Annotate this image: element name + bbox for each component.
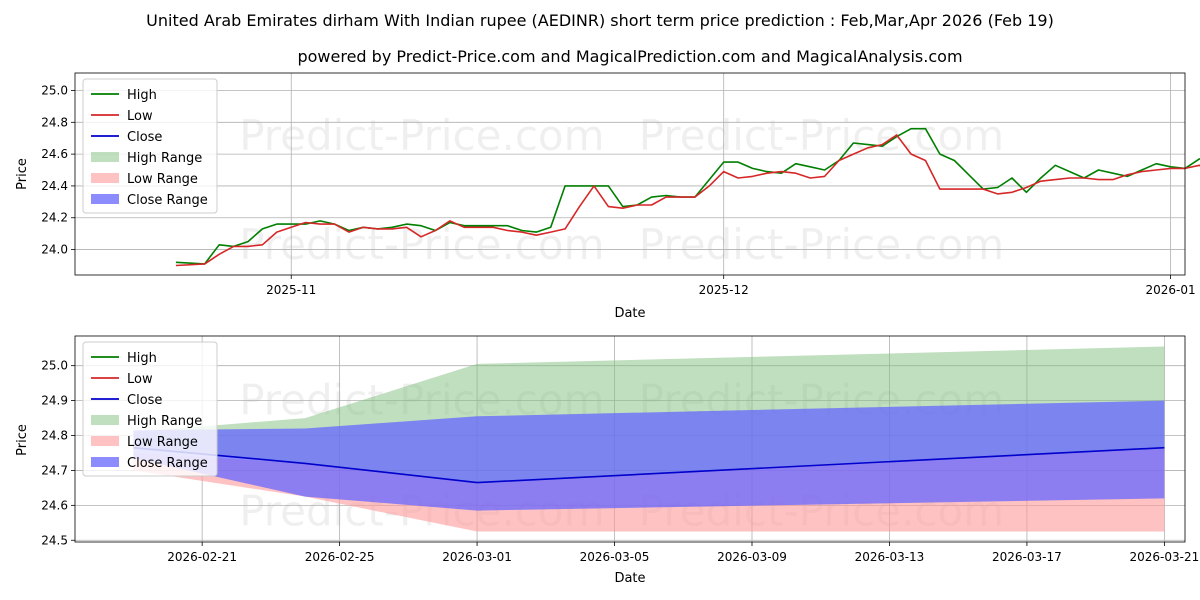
top-legend-label-0: High bbox=[127, 88, 157, 103]
bottom-ytick-label-1: 24.6 bbox=[41, 498, 68, 512]
bottom-legend-swatch-5 bbox=[91, 457, 119, 467]
top-xlabel: Date bbox=[614, 306, 645, 321]
top-legend-swatch-4 bbox=[91, 173, 119, 183]
bottom-close-forecast-line bbox=[133, 446, 1165, 484]
top-legend-label-2: Close bbox=[127, 130, 162, 145]
top-legend-label-4: Low Range bbox=[127, 172, 198, 187]
top-ytick-label-5: 25.0 bbox=[41, 83, 68, 97]
bottom-xtick-label-4: 2026-03-09 bbox=[717, 550, 787, 564]
chart-title-line2: powered by Predict-Price.com and Magical… bbox=[297, 47, 962, 66]
bottom-xtick-label-0: 2026-02-21 bbox=[167, 550, 237, 564]
bottom-close-range-band bbox=[133, 400, 1165, 511]
bottom-xtick-label-3: 2026-03-05 bbox=[580, 550, 650, 564]
bottom-xtick-label-7: 2026-03-21 bbox=[1130, 550, 1200, 564]
top-xtick-label-2: 2026-01 bbox=[1146, 283, 1196, 297]
top-ytick-label-1: 24.2 bbox=[41, 211, 68, 225]
bottom-xtick-label-5: 2026-03-13 bbox=[855, 550, 925, 564]
top-legend-swatch-3 bbox=[91, 152, 119, 162]
bottom-ytick-label-4: 24.9 bbox=[41, 394, 68, 408]
bottom-legend-label-3: High Range bbox=[127, 414, 202, 429]
top-watermark-1: Predict-Price.com bbox=[639, 111, 1004, 160]
top-ytick-label-0: 24.0 bbox=[41, 243, 68, 257]
bottom-ytick-label-0: 24.5 bbox=[41, 533, 68, 547]
top-legend-label-3: High Range bbox=[127, 151, 202, 166]
bottom-panel-forecast: Predict-Price.comPredict-Price.comPredic… bbox=[15, 335, 1200, 586]
bottom-legend-label-5: Close Range bbox=[127, 456, 208, 471]
bottom-legend-label-1: Low bbox=[127, 372, 153, 387]
chart-title-line1: United Arab Emirates dirham With Indian … bbox=[146, 11, 1054, 30]
top-ylabel: Price bbox=[15, 158, 30, 190]
bottom-legend-label-4: Low Range bbox=[127, 435, 198, 450]
top-legend-swatch-5 bbox=[91, 194, 119, 204]
top-xtick-label-0: 2025-11 bbox=[266, 283, 316, 297]
top-ytick-label-3: 24.6 bbox=[41, 147, 68, 161]
top-high-series-line bbox=[175, 127, 1200, 265]
bottom-legend-label-0: High bbox=[127, 351, 157, 366]
top-low-series-line bbox=[175, 134, 1200, 267]
bottom-ytick-label-2: 24.7 bbox=[41, 463, 68, 477]
bottom-xlabel: Date bbox=[614, 571, 645, 586]
top-panel-price-history: Predict-Price.com Predict-Price.com Predic… bbox=[15, 72, 1200, 321]
top-ytick-label-2: 24.4 bbox=[41, 179, 68, 193]
bottom-xtick-label-2: 2026-03-01 bbox=[442, 550, 512, 564]
top-watermark-3: Predict-Price.com bbox=[639, 220, 1004, 269]
bottom-legend-swatch-3 bbox=[91, 415, 119, 425]
bottom-ylabel: Price bbox=[15, 424, 30, 456]
top-legend-label-5: Close Range bbox=[127, 193, 208, 208]
top-axes-frame bbox=[74, 72, 1186, 276]
bottom-ytick-label-5: 25.0 bbox=[41, 359, 68, 373]
bottom-xtick-label-1: 2026-02-25 bbox=[305, 550, 375, 564]
bottom-ytick-label-3: 24.8 bbox=[41, 429, 68, 443]
top-ytick-label-4: 24.8 bbox=[41, 115, 68, 129]
bottom-legend-swatch-4 bbox=[91, 436, 119, 446]
top-xtick-label-1: 2025-12 bbox=[699, 283, 749, 297]
bottom-xtick-label-6: 2026-03-17 bbox=[992, 550, 1062, 564]
top-watermark-0: Predict-Price.com bbox=[239, 111, 604, 160]
top-legend-label-1: Low bbox=[127, 109, 153, 124]
bottom-legend-label-2: Close bbox=[127, 393, 162, 408]
bottom-axes-frame bbox=[74, 335, 1186, 543]
top-watermark-2: Predict-Price.com bbox=[239, 220, 604, 269]
